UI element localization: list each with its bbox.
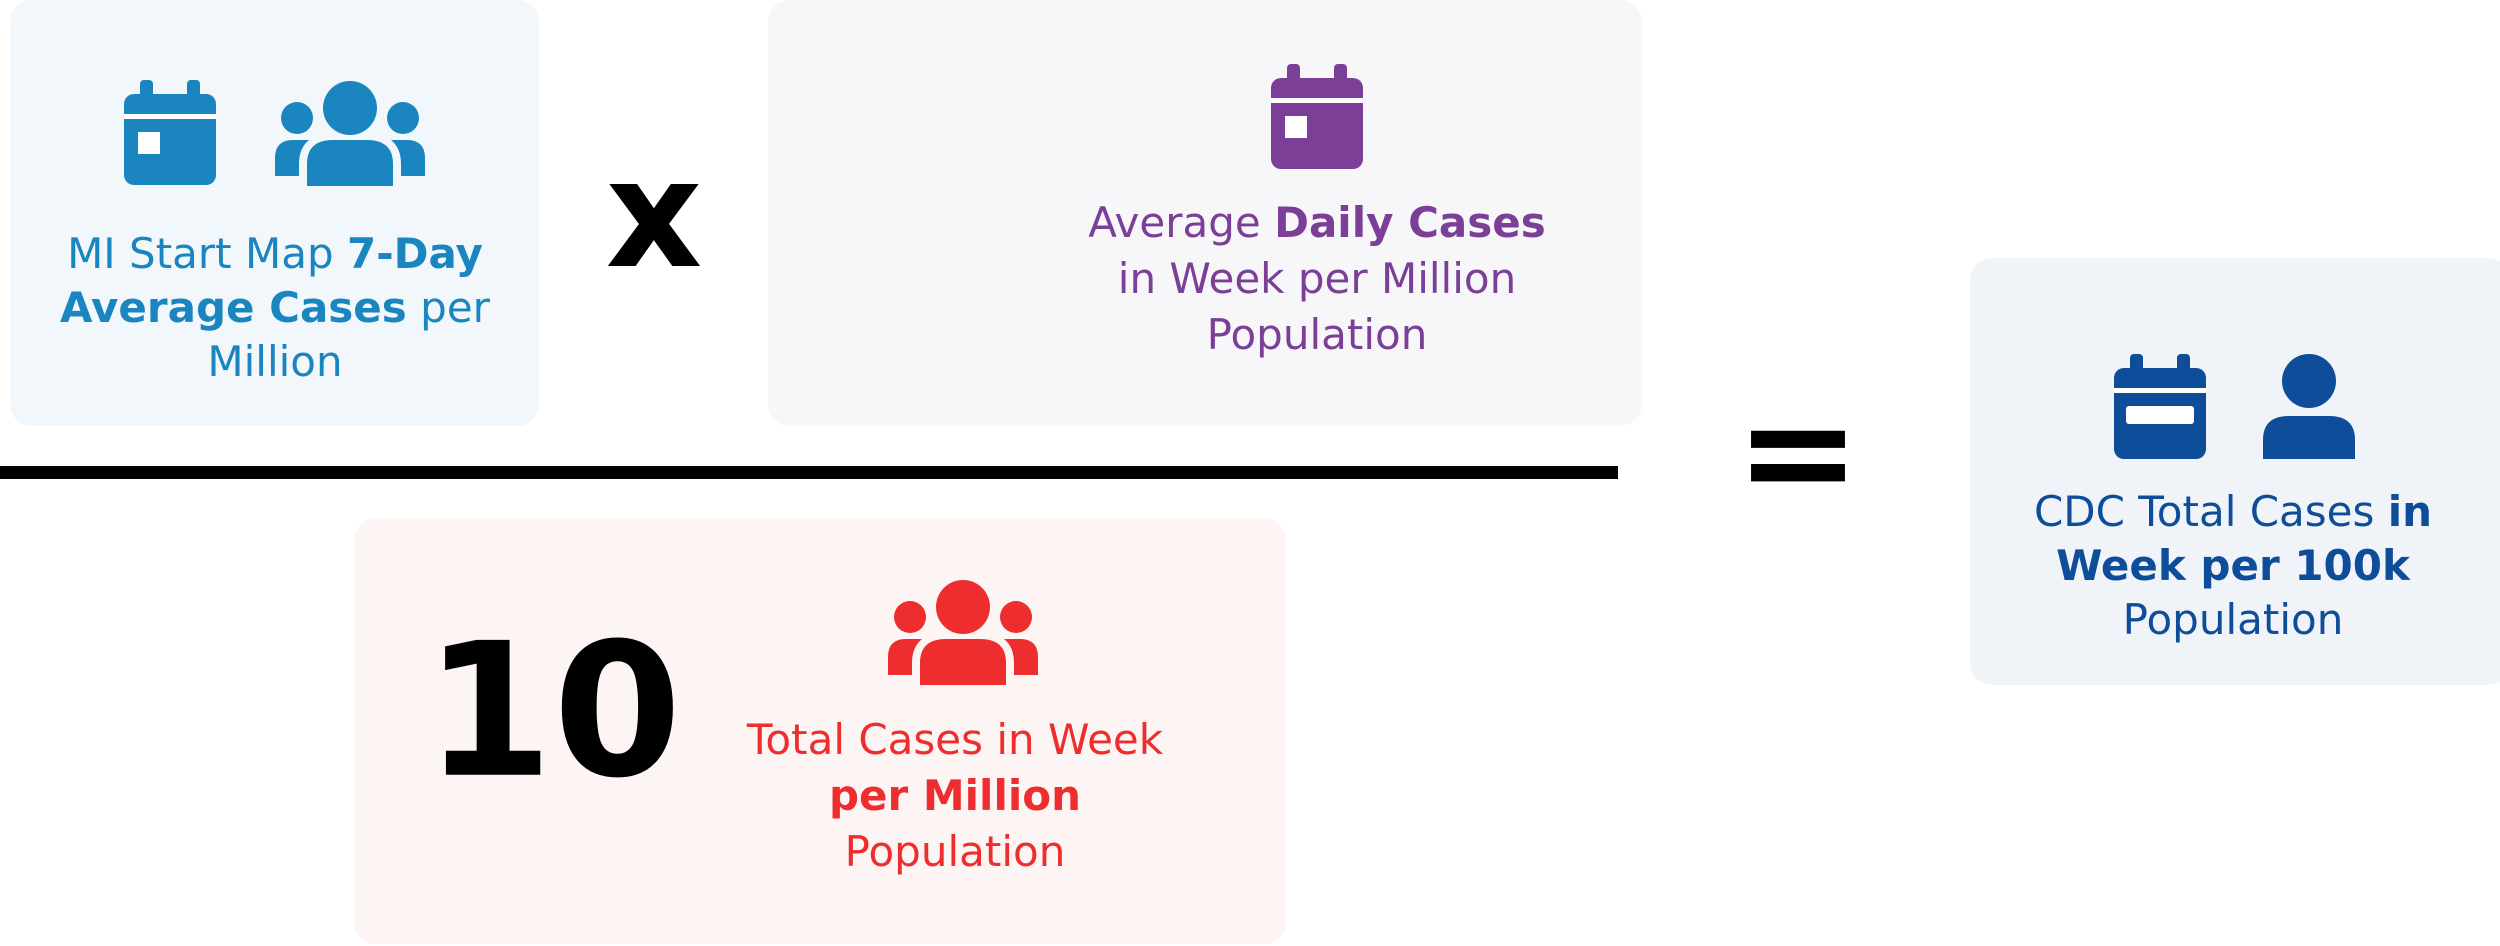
result-line: Week per 100k (2056, 541, 2411, 590)
operator: x (606, 128, 703, 302)
result-box (1970, 258, 2500, 685)
icons (124, 80, 425, 186)
text-segment: Average Cases (60, 283, 407, 332)
text-segment: Total Cases in Week (746, 715, 1164, 764)
text-segment: MI Start Map (67, 229, 334, 278)
text-segment: per Million (829, 771, 1081, 820)
result-line: CDC Total Cases in (2034, 487, 2432, 536)
text-segment: Population (1207, 310, 1428, 359)
equals: = (1735, 365, 1861, 539)
text-segment: 7-Day (347, 229, 483, 278)
text-segment: in (2388, 487, 2432, 536)
right-line: in Week per Million (1118, 254, 1516, 303)
right-line: Population (1207, 310, 1428, 359)
left-line: Average Cases per (60, 283, 491, 332)
denominator-number: 10 (424, 603, 681, 819)
right-line: Average Daily Cases (1088, 198, 1546, 247)
left-line: Million (207, 337, 342, 386)
right-box (768, 0, 1642, 426)
text-segment: in Week per Million (1118, 254, 1516, 303)
denominator-line: Total Cases in Week (746, 715, 1164, 764)
icons (2114, 354, 2355, 459)
text-segment: Average (1088, 198, 1260, 247)
fraction-bar (0, 466, 1618, 479)
text-segment: Daily Cases (1274, 198, 1546, 247)
denominator-line: per Million (829, 771, 1081, 820)
text-segment: Population (2123, 595, 2344, 644)
left-line: MI Start Map 7-Day (67, 229, 483, 278)
text-segment: Week per 100k (2056, 541, 2411, 590)
calendar-icon (1271, 64, 1363, 169)
text-segment: per (420, 283, 491, 332)
text-segment: CDC Total Cases (2034, 487, 2374, 536)
text-segment: Population (845, 827, 1066, 876)
result-line: Population (2123, 595, 2344, 644)
text-segment: Million (207, 337, 342, 386)
denominator-box (354, 518, 1286, 944)
denominator-line: Population (845, 827, 1066, 876)
